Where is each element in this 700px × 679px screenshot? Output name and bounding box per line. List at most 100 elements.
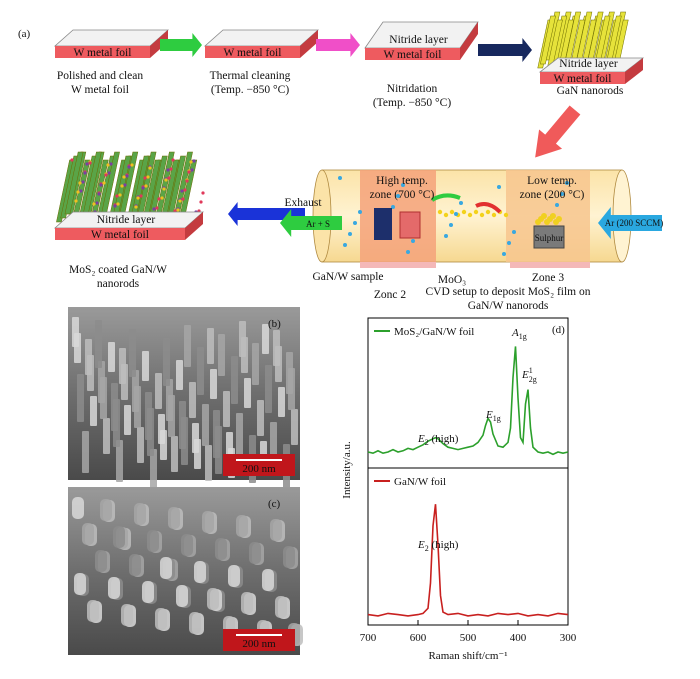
peak-label: E1g [485, 409, 501, 423]
sem-rod [160, 557, 172, 579]
gas-dot [507, 241, 511, 245]
sem-rod [275, 346, 282, 382]
sem-rod [270, 519, 282, 541]
gas-dot [396, 194, 400, 198]
sem-rod [283, 546, 295, 568]
gas-dot [449, 223, 453, 227]
label: Zone 3 [532, 272, 565, 284]
sulphur-dot [479, 212, 485, 218]
nanoparticle [95, 201, 99, 205]
legend-label: MoS₂/GaN/W foil [394, 326, 474, 338]
sem-rod [231, 356, 238, 404]
foil-side [300, 30, 318, 58]
sem-rod [278, 387, 285, 417]
sem-rod [100, 499, 112, 521]
x-tick-label: 300 [560, 632, 577, 644]
sulphur-dot [443, 212, 449, 218]
foil-front [205, 46, 300, 58]
arrow [598, 207, 662, 239]
label: Nitridation [387, 83, 438, 95]
sem-rod [189, 612, 201, 634]
nanoparticle [167, 176, 171, 180]
nanoparticle [109, 162, 113, 166]
sulphur-dot [473, 209, 479, 215]
nanoparticle [166, 168, 170, 172]
sem-rod [74, 573, 86, 595]
foil-side [150, 30, 168, 58]
sem-rod [215, 538, 227, 560]
gas-dot [406, 250, 410, 254]
sulphur-dot [437, 209, 443, 215]
plot-frame [367, 317, 569, 469]
sem-rod [82, 523, 94, 545]
sulphur-dot [503, 212, 509, 218]
gas-dot [555, 203, 559, 207]
peak-label: E2 (high) [417, 539, 459, 553]
spectrum [367, 346, 569, 456]
red-arrow [535, 105, 581, 158]
sem-rod [202, 511, 214, 533]
nanoparticle [120, 184, 124, 188]
peak-label: A1g [511, 327, 527, 341]
sem-rod [228, 565, 240, 587]
label: W metal foil [554, 73, 612, 85]
sem-rod [134, 503, 146, 525]
gas-dot [343, 243, 347, 247]
sem-rod [72, 497, 84, 519]
foil-front [55, 46, 150, 58]
x-tick-label: 700 [360, 632, 377, 644]
sem-rod [103, 418, 110, 454]
sem-rod [124, 405, 131, 435]
sem-rod [147, 530, 159, 552]
sem-rod [189, 382, 196, 418]
label: W metal foil [91, 229, 149, 241]
gas-dot [502, 252, 506, 256]
sem-rod [113, 399, 120, 447]
gas-dot [348, 232, 352, 236]
peak-symbol: E [417, 539, 425, 551]
sem-rod [176, 360, 183, 390]
nanoparticle [81, 180, 85, 184]
nanoparticle [162, 187, 166, 191]
sem-rod [137, 427, 144, 463]
nanoparticle [88, 161, 92, 165]
gas-dot [512, 230, 516, 234]
nanoparticle [189, 160, 193, 164]
sulphur-dot [449, 209, 455, 215]
sem-rod [257, 400, 264, 436]
nanoparticle [160, 196, 164, 200]
sem-rod [142, 581, 154, 603]
sem-rod [244, 378, 251, 408]
nanoparticle [79, 189, 83, 193]
sem-rod [241, 592, 253, 614]
sem-rod [155, 608, 167, 630]
sem-rod [207, 328, 214, 364]
peak-sub: 2g [529, 375, 537, 384]
x-tick-label: 400 [510, 632, 527, 644]
label: High temp. [376, 175, 428, 187]
nanoparticle [70, 158, 74, 162]
sem-rod [241, 337, 248, 373]
label: Sulphur [535, 233, 564, 243]
sem-rod [82, 431, 89, 473]
label: nanorods [97, 278, 140, 290]
moo3-boat [399, 211, 421, 239]
sem-rod [197, 347, 204, 395]
nanoparticle [171, 158, 175, 162]
sem-rod [116, 440, 123, 482]
sulphur [541, 213, 547, 219]
sem-rod [194, 561, 206, 583]
label: zone (700 °C) [370, 189, 435, 201]
sem-rod [87, 600, 99, 622]
label: Ar (200 SCCM) [605, 218, 664, 228]
nanoparticle [92, 202, 96, 206]
sem-rod [74, 333, 81, 363]
foil-front [365, 48, 460, 60]
label: Exhaust [284, 197, 322, 209]
nanoparticle [106, 163, 110, 167]
nanoparticle [127, 165, 131, 169]
sample [374, 208, 392, 240]
panel-label: (a) [18, 28, 31, 40]
nanoparticle [141, 186, 145, 190]
